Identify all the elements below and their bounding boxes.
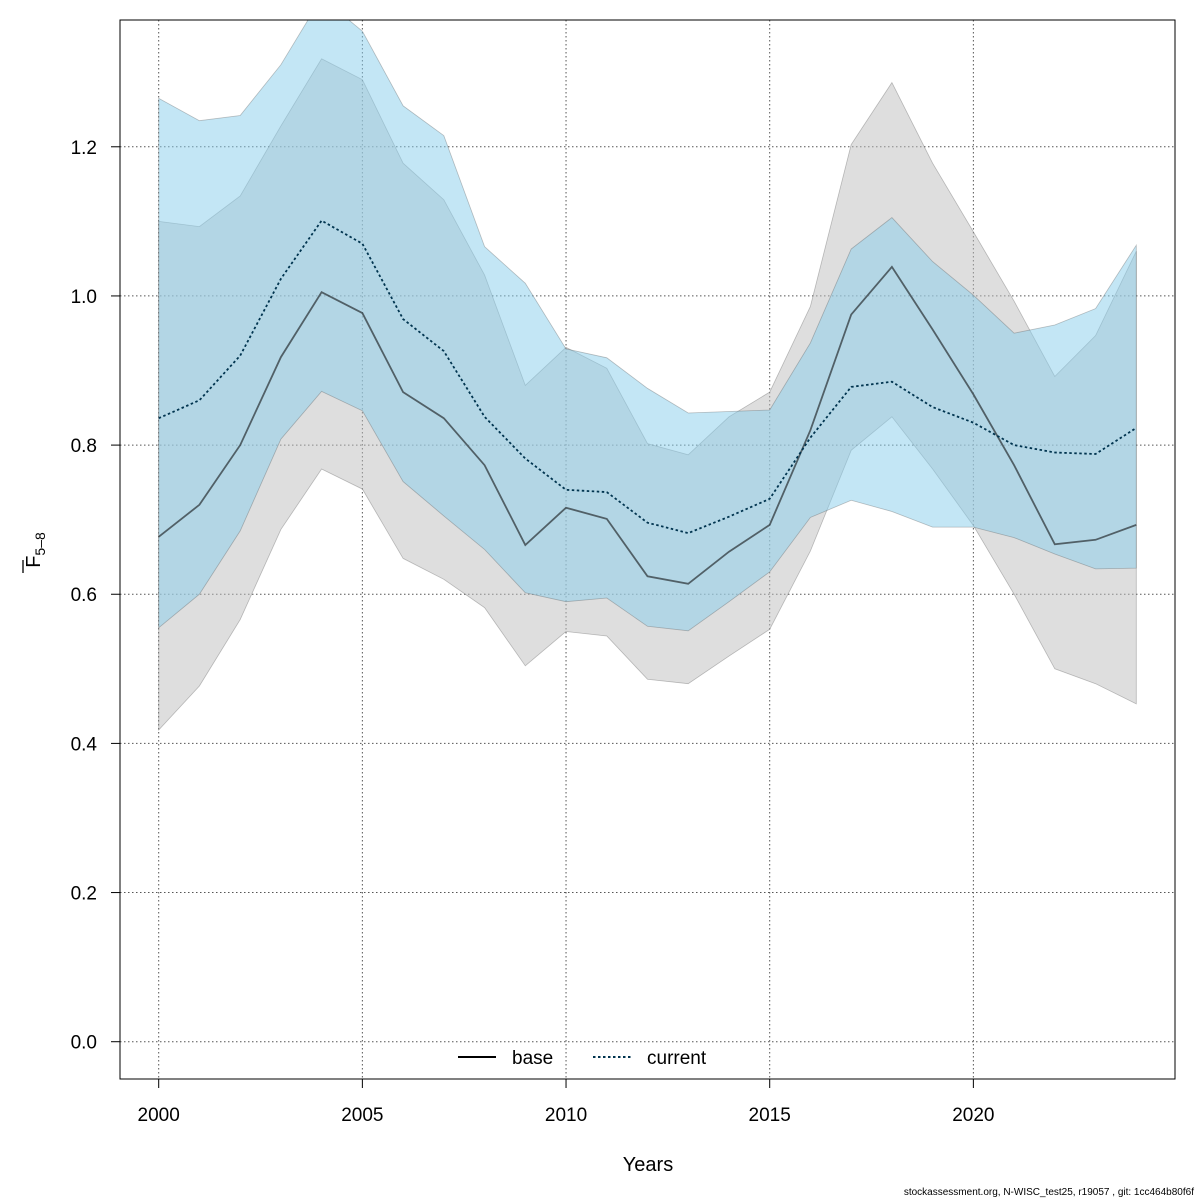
x-tick-label: 2010	[545, 1105, 587, 1126]
y-axis: 0.0 0.2 0.4 0.6 0.8 1.0 1.2	[71, 138, 121, 1054]
y-axis-label-main: F	[23, 556, 45, 568]
x-axis: 2000 2005 2010 2015 2020	[138, 1078, 995, 1126]
y-axis-label: F5–8	[22, 532, 48, 573]
x-tick-label: 2020	[952, 1105, 994, 1126]
legend-label-current: current	[647, 1048, 707, 1069]
y-tick-label: 0.4	[71, 734, 98, 755]
y-tick-label: 0.0	[71, 1033, 97, 1054]
svg-text:F5–8: F5–8	[23, 532, 48, 568]
y-tick-label: 1.0	[71, 287, 97, 308]
x-tick-label: 2015	[749, 1105, 791, 1126]
y-tick-label: 0.8	[71, 436, 97, 457]
y-tick-label: 0.2	[71, 884, 97, 905]
series-line-current	[158, 219, 1137, 535]
legend-label-base: base	[512, 1048, 553, 1069]
confidence-bands	[158, 20, 1137, 732]
series-lines	[158, 219, 1137, 585]
x-axis-label: Years	[623, 1154, 673, 1176]
y-axis-label-sub: 5–8	[32, 532, 48, 556]
confidence-band-current	[158, 20, 1137, 632]
y-tick-label: 0.6	[71, 585, 97, 606]
legend: base current	[458, 1048, 707, 1069]
x-tick-label: 2005	[341, 1105, 383, 1126]
x-tick-label: 2000	[138, 1105, 180, 1126]
y-tick-label: 1.2	[71, 138, 97, 159]
footer-note: stockassessment.org, N-WISC_test25, r190…	[903, 1187, 1194, 1198]
series-line-base	[158, 265, 1137, 585]
